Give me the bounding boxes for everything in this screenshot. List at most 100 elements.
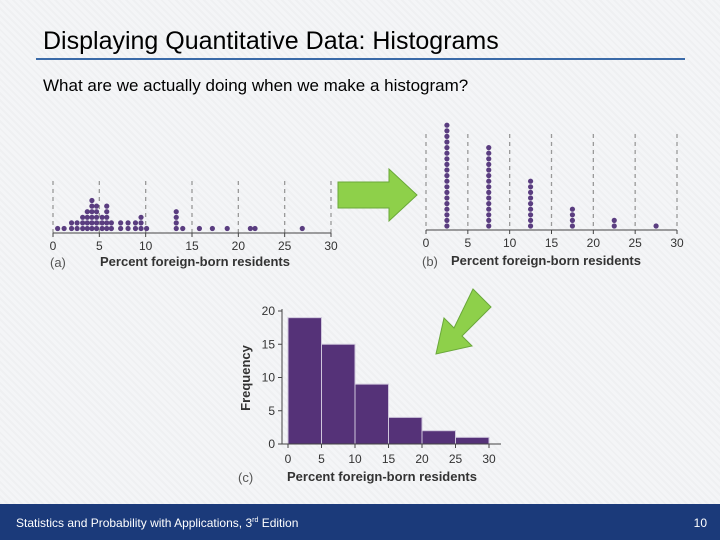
dotplot-b-dot [527,206,534,212]
dotplot-a-dot [138,214,144,220]
dotplot-b-tick-label: 25 [628,236,642,250]
dotplot-b-axis: 0 5 10 15 20 25 30 [423,229,684,250]
dotplot-a-dots [55,197,305,232]
dotplot-a-dot [80,214,86,220]
histogram-c-x-tick-label: 10 [348,452,362,466]
dotplot-a-dot [104,203,110,209]
dotplot-a-dot [125,225,131,232]
dotplot-b-dot [527,217,534,223]
histogram-c-y-tick-label: 15 [262,337,276,351]
dotplot-b-dot [444,184,450,190]
histogram-c-y-tick-label: 0 [268,437,275,451]
histogram-c-y-tick-label: 5 [268,404,275,418]
dotplot-b-dot [486,173,492,179]
dotplot-a-dot [84,220,90,226]
dotplot-b-dot [486,184,492,190]
dotplot-b-dot [569,223,576,229]
dotplot-b-dot [444,178,450,184]
dotplot-a-dot [93,225,100,232]
dotplot-a-dot [89,220,95,226]
title-underline [36,58,685,60]
dotplot-b-dot [486,195,492,201]
dotplot-b-dot [527,223,534,229]
dotplot-a-tick-label: 5 [96,239,103,253]
dotplot-b-tick-label: 10 [503,236,517,250]
dotplot-a-dot [108,220,114,226]
dotplot-a-dot [80,225,86,232]
dotplot-a-dot [196,225,203,232]
dotplot-b-panel-label: (b) [422,254,438,269]
dotplot-a-dot [99,220,105,226]
footer-superscript: rd [252,517,259,524]
dotplot-a-dot [93,209,100,215]
dotplot-a-dot [224,225,230,232]
footer-edition: Edition [258,516,299,530]
dotplot-a-dot [89,214,95,220]
dotplot-a-gridlines [52,181,332,233]
dotplot-a-axis: 0 5 10 15 20 25 30 [50,232,338,253]
dotplot-b-dot [444,212,450,218]
dotplot-b-dot [444,133,450,139]
dotplot-a-dot [99,214,105,220]
dotplot-b-dot [444,139,450,145]
dotplot-a-dot [89,203,95,209]
dotplot-a-dot [74,220,80,226]
dotplot-b-dot [444,150,450,156]
dotplot-b-dot [486,201,492,207]
histogram-c-x-tick-label: 15 [382,452,396,466]
dotplot-a-dot [118,225,124,232]
dotplot-a-dot [125,220,131,226]
footer-text: Statistics and Probability with Applicat… [16,516,298,530]
dotplot-a-dot [68,220,75,226]
dotplot-a-dot [84,214,90,220]
dotplot-b-dot [486,167,492,173]
dotplot-a-dot [84,225,90,232]
histogram-c-bar [455,436,490,445]
dotplot-b-tick-label: 15 [545,236,559,250]
dotplot-b-dot [444,223,450,229]
dotplot-b-dot [486,156,492,162]
dotplot-b-dot [486,145,492,151]
dotplot-b-dot [653,223,659,229]
dotplot-b-dot [444,161,450,167]
footer-bar: Statistics and Probability with Applicat… [0,504,720,540]
dotplot-b-dot [486,150,492,156]
dotplot-b-dot [444,156,450,162]
dotplot-a-xlabel: Percent foreign-born residents [100,254,290,269]
dotplot-b-gridlines [425,134,678,230]
dotplot-b-dot [486,161,492,167]
histogram-c-bar [287,317,322,445]
dotplot-a-dot [104,220,110,226]
dotplot-a-dot [61,225,67,232]
dotplot-b-dot [527,201,534,207]
dotplot-a-dot [68,225,75,232]
dotplot-b-dot [569,212,576,218]
dotplot-a-dot [138,220,144,226]
dotplot-b-dot [486,189,492,195]
dotplot-a-dot [99,225,105,232]
slide-question: What are we actually doing when we make … [43,76,469,95]
histogram-c-x-tick-label: 20 [415,452,429,466]
dotplot-a-dot [247,225,253,232]
figure-canvas: 0 5 10 15 20 25 30 (a) Percent foreign-born re… [50,122,684,485]
right-arrow-icon [337,167,418,223]
dotplot-b-dot [486,206,492,212]
dotplot-a-dot [104,214,110,220]
dotplot-a-dot [108,225,114,232]
dotplot-b-xlabel: Percent foreign-born residents [451,253,641,268]
footer-book-title: Statistics and Probability with Applicat… [16,516,253,530]
down-left-arrow-icon [435,288,492,355]
dotplot-b-dot [444,128,450,134]
dotplot-a-dot [118,220,124,226]
dotplot-b-dot [486,223,492,229]
dotplot-a-tick-label: 20 [232,239,246,253]
dotplot-b-dot [444,122,450,128]
dotplot-a-dot [173,209,179,215]
dotplot-a-dot [132,220,139,226]
dotplot-b-tick-label: 0 [423,236,430,250]
dotplot-b-dot [569,217,576,223]
dotplot-a-tick-label: 25 [278,239,292,253]
dotplot-b-dot [486,212,492,218]
dotplot-b-dot [444,206,450,212]
dotplot-a-dot [89,197,95,204]
